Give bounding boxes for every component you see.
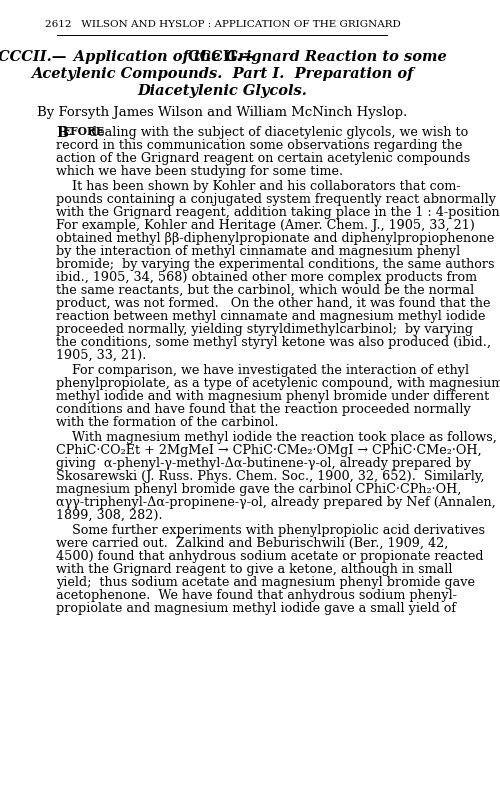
Text: For comparison, we have investigated the interaction of ethyl: For comparison, we have investigated the… xyxy=(56,364,469,377)
Text: by the interaction of methyl cinnamate and magnesium phenyl: by the interaction of methyl cinnamate a… xyxy=(56,245,460,258)
Text: EFORE: EFORE xyxy=(62,126,104,137)
Text: product, was not formed.   On the other hand, it was found that the: product, was not formed. On the other ha… xyxy=(56,297,490,310)
Text: It has been shown by Kohler and his collaborators that com-: It has been shown by Kohler and his coll… xyxy=(56,180,460,193)
Text: B: B xyxy=(56,126,68,140)
Text: ibid., 1905, 34, 568) obtained other more complex products from: ibid., 1905, 34, 568) obtained other mor… xyxy=(56,271,477,284)
Text: bromide;  by varying the experimental conditions, the same authors: bromide; by varying the experimental con… xyxy=(56,258,494,271)
Text: phenylpropiolate, as a type of acetylenic compound, with magnesium: phenylpropiolate, as a type of acetyleni… xyxy=(56,377,500,390)
Text: 2612   WILSON AND HYSLOP : APPLICATION OF THE GRIGNARD: 2612 WILSON AND HYSLOP : APPLICATION OF … xyxy=(44,20,401,29)
Text: 1905, 33, 21).: 1905, 33, 21). xyxy=(56,349,146,362)
Text: conditions and have found that the reaction proceeded normally: conditions and have found that the react… xyxy=(56,403,470,416)
Text: dealing with the subject of diacetylenic glycols, we wish to: dealing with the subject of diacetylenic… xyxy=(85,126,468,139)
Text: For example, Kohler and Heritage (Amer. Chem. J., 1905, 33, 21): For example, Kohler and Heritage (Amer. … xyxy=(56,219,475,232)
Text: αγγ-triphenyl-Δα-propinene-γ-ol, already prepared by Nef (Annalen,: αγγ-triphenyl-Δα-propinene-γ-ol, already… xyxy=(56,496,496,509)
Text: Skosarewski (J. Russ. Phys. Chem. Soc., 1900, 32, 652).  Similarly,: Skosarewski (J. Russ. Phys. Chem. Soc., … xyxy=(56,470,484,483)
Text: which we have been studying for some time.: which we have been studying for some tim… xyxy=(56,165,343,178)
Text: 4500) found that anhydrous sodium acetate or propionate reacted: 4500) found that anhydrous sodium acetat… xyxy=(56,550,484,563)
Text: Diacetylenic Glycols.: Diacetylenic Glycols. xyxy=(138,84,308,98)
Text: action of the Grignard reagent on certain acetylenic compounds: action of the Grignard reagent on certai… xyxy=(56,152,470,165)
Text: with the Grignard reagent, addition taking place in the 1 : 4-position.: with the Grignard reagent, addition taki… xyxy=(56,206,500,219)
Text: methyl iodide and with magnesium phenyl bromide under different: methyl iodide and with magnesium phenyl … xyxy=(56,390,489,403)
Text: pounds containing a conjugated system frequently react abnormally: pounds containing a conjugated system fr… xyxy=(56,193,496,206)
Text: yield;  thus sodium acetate and magnesium phenyl bromide gave: yield; thus sodium acetate and magnesium… xyxy=(56,576,475,589)
Text: giving  α-phenyl-γ-methyl-Δα-butinene-γ-ol, already prepared by: giving α-phenyl-γ-methyl-Δα-butinene-γ-o… xyxy=(56,457,471,470)
Text: were carried out.  Zalkind and Beburischwili (Ber., 1909, 42,: were carried out. Zalkind and Beburischw… xyxy=(56,537,448,550)
Text: CCCII.— Application of the Grignard Reaction to some: CCCII.— Application of the Grignard Reac… xyxy=(0,50,447,64)
Text: record in this communication some observations regarding the: record in this communication some observ… xyxy=(56,139,462,152)
Text: the same reactants, but the carbinol, which would be the normal: the same reactants, but the carbinol, wh… xyxy=(56,284,474,297)
Text: the conditions, some methyl styryl ketone was also produced (ibid.,: the conditions, some methyl styryl keton… xyxy=(56,336,491,349)
Text: CPhiC·CO₂Et + 2MgMeI → CPhiC·CMe₂·OMgI → CPhiC·CMe₂·OH,: CPhiC·CO₂Et + 2MgMeI → CPhiC·CMe₂·OMgI →… xyxy=(56,444,482,457)
Text: obtained methyl ββ-diphenylpropionate and diphenylpropiophenone: obtained methyl ββ-diphenylpropionate an… xyxy=(56,232,494,245)
Text: magnesium phenyl bromide gave the carbinol CPhiC·CPh₂·OH,: magnesium phenyl bromide gave the carbin… xyxy=(56,483,462,496)
Text: By Forsyth James Wilson and William McNinch Hyslop.: By Forsyth James Wilson and William McNi… xyxy=(38,106,408,119)
Text: 1899, 308, 282).: 1899, 308, 282). xyxy=(56,509,162,522)
Text: with the formation of the carbinol.: with the formation of the carbinol. xyxy=(56,416,278,429)
Text: reaction between methyl cinnamate and magnesium methyl iodide: reaction between methyl cinnamate and ma… xyxy=(56,310,486,323)
Text: acetophenone.  We have found that anhydrous sodium phenyl-: acetophenone. We have found that anhydro… xyxy=(56,589,457,602)
Text: Some further experiments with phenylpropiolic acid derivatives: Some further experiments with phenylprop… xyxy=(56,524,485,537)
Text: CCCII.—⁠⁠⁠⁠⁠⁠⁠⁠⁠⁠⁠⁠⁠⁠: CCCII.—⁠⁠⁠⁠⁠⁠⁠⁠⁠⁠⁠⁠⁠⁠ xyxy=(188,50,256,64)
Text: With magnesium methyl iodide the reaction took place as follows,: With magnesium methyl iodide the reactio… xyxy=(56,431,497,444)
Text: propiolate and magnesium methyl iodide gave a small yield of: propiolate and magnesium methyl iodide g… xyxy=(56,602,456,615)
Text: proceeded normally, yielding styryldimethylcarbinol;  by varying: proceeded normally, yielding styryldimet… xyxy=(56,323,473,336)
Text: with the Grignard reagent to give a ketone, although in small: with the Grignard reagent to give a keto… xyxy=(56,563,452,576)
Text: Acetylenic Compounds.  Part I.  Preparation of: Acetylenic Compounds. Part I. Preparatio… xyxy=(31,67,413,81)
